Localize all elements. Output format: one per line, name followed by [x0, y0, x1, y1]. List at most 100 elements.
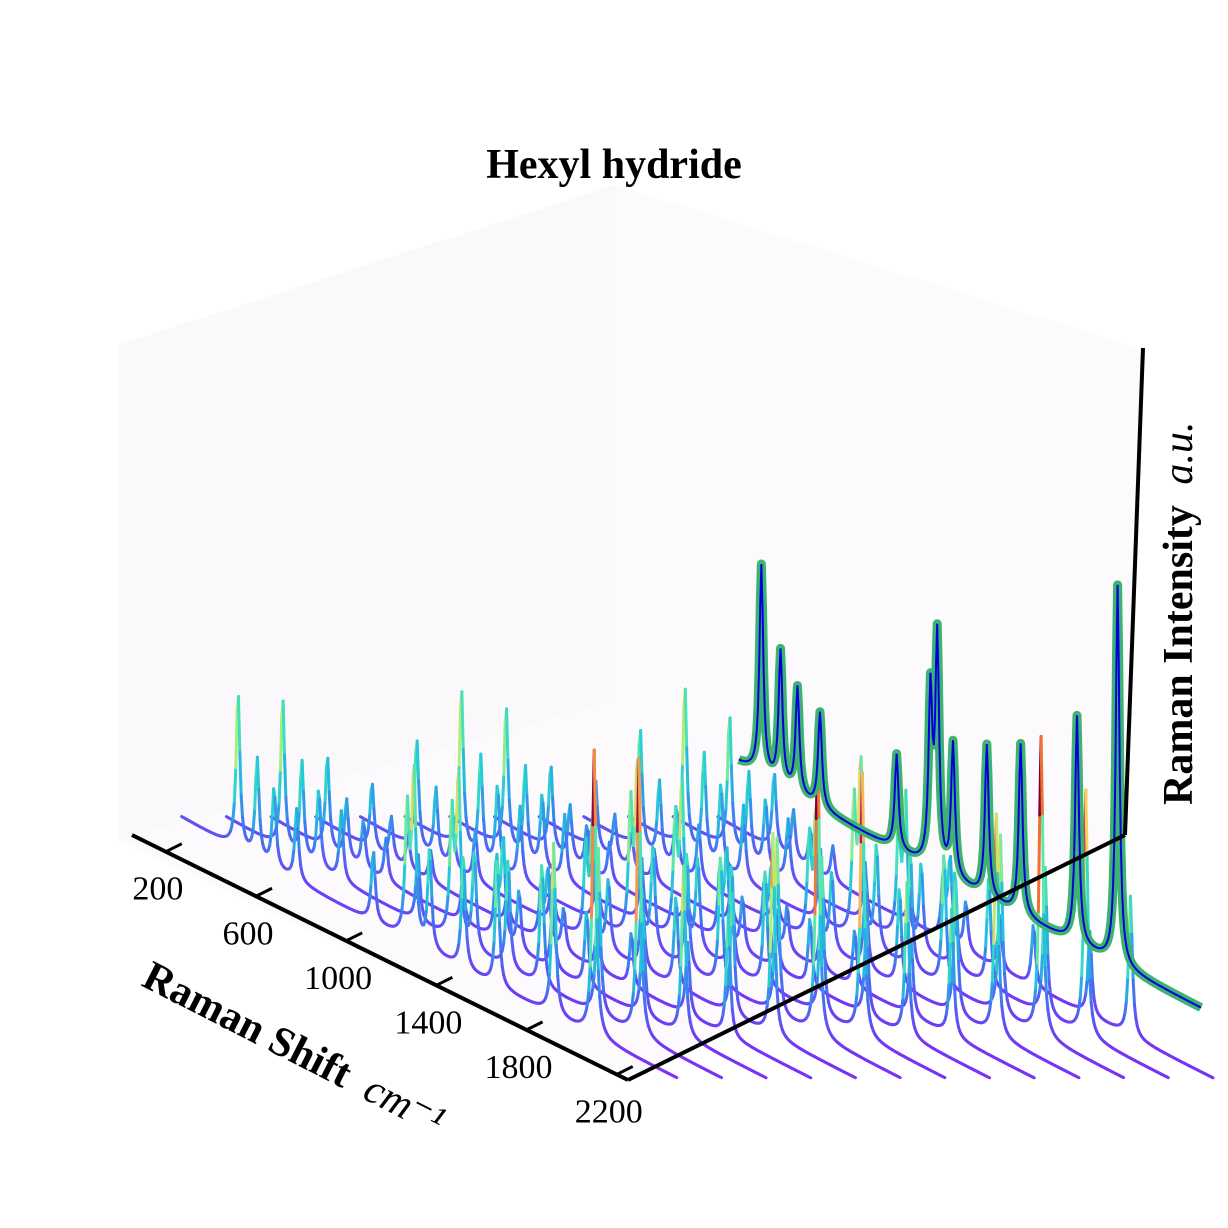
spectrum-segment [587, 860, 592, 878]
spectrum-segment [894, 829, 900, 876]
spectrum-segment [297, 776, 303, 813]
spectrum-segment [1032, 931, 1038, 958]
spectrum-segment [902, 920, 908, 974]
spectrum-segment [654, 818, 659, 836]
spectrum-segment [660, 827, 666, 844]
spectrum-segment [900, 996, 905, 1012]
spectrum-segment [810, 962, 816, 991]
spectrum-segment [415, 876, 420, 904]
spectrum-segment [369, 857, 374, 886]
spectrum-segment [906, 922, 912, 976]
spectrum-segment [506, 859, 511, 875]
spectrum-segment [878, 918, 883, 935]
spectrum-segment [564, 928, 569, 942]
spectrum-segment [479, 752, 484, 790]
spectrum-segment [905, 981, 910, 997]
spectrum-segment [492, 904, 497, 943]
spectrum-segment [691, 910, 697, 925]
spectrum-segment [499, 803, 505, 822]
spectrum-segment [462, 868, 468, 914]
spectrum-segment [461, 902, 466, 918]
spectrum-segment [728, 945, 733, 990]
spectrum-segment [1131, 978, 1137, 1007]
spectrum-segment [687, 908, 693, 939]
spectrum-segment [335, 848, 341, 863]
spectrum-segment [642, 996, 648, 1014]
spectrum-segment [507, 871, 512, 916]
spectrum-segment [946, 860, 951, 889]
spectrum-segment [1046, 954, 1051, 984]
spectrum-segment [877, 894, 882, 922]
spectrum-segment [524, 763, 529, 797]
spectrum-segment [458, 895, 464, 930]
spectrum-segment [454, 780, 460, 835]
spectrum-segment [559, 849, 564, 864]
spectrum-segment [614, 827, 620, 845]
spectrum-segment [641, 971, 646, 1000]
spectrum-segment [723, 806, 728, 824]
spectrum-segment [387, 822, 392, 839]
spectrum-6 [448, 707, 947, 1080]
spectrum-segment [613, 812, 618, 831]
spectrum-segment [597, 824, 602, 838]
spectrum-segment [847, 889, 852, 909]
spectrum-segment [1123, 999, 1128, 1015]
spectrum-segment [410, 775, 415, 831]
spectrum-segment [910, 958, 916, 987]
spectrum-segment [269, 814, 274, 838]
spectrum-segment [476, 771, 481, 810]
spectrum-segment [774, 952, 779, 992]
spectrum-segment [892, 898, 897, 914]
spectrum-segment [1043, 965, 1048, 996]
spectrum-segment [989, 979, 994, 1002]
spectrum-segment [412, 883, 418, 902]
spectrum-segment [946, 981, 951, 1006]
spectrum-segment [675, 906, 680, 944]
spectrum-segment [988, 998, 993, 1012]
spectrum-segment [563, 812, 568, 835]
spectrum-segment [804, 878, 809, 905]
spectrum-segment [739, 822, 744, 849]
spectrum-segment [473, 862, 479, 902]
spectrum-segment [871, 878, 877, 909]
spectrum-segment [274, 826, 280, 848]
spectrum-segment [783, 832, 789, 855]
spectrum-segment [820, 966, 825, 997]
spectrum-segment [632, 966, 637, 994]
spectrum-segment [284, 795, 289, 820]
spectrum-segment [598, 891, 603, 950]
spectrum-segment [599, 946, 604, 979]
reference-spectrum [735, 559, 1205, 1012]
spectrum-segment [676, 836, 682, 858]
spectrum-segment [268, 834, 273, 848]
spectrum-segment [469, 884, 475, 912]
depth-axis-line [627, 833, 1126, 1082]
spectrum-segment [542, 923, 548, 955]
spectrum-segment [253, 773, 258, 811]
spectrum-segment [779, 973, 784, 993]
spectrum-segment [655, 792, 660, 822]
spectrum-segment [1120, 1075, 1126, 1080]
spectrum-segment [773, 772, 778, 804]
spectrum-segment [807, 1075, 813, 1080]
x-axis-title: Raman Shift cm⁻¹ [135, 953, 452, 1145]
spectrum-segment [950, 907, 955, 945]
spectrum-segment [750, 824, 755, 842]
spectrum-segment [685, 746, 690, 795]
spectrum-segment [765, 806, 770, 836]
spectrum-segment [1004, 988, 1009, 1002]
spectrum-segment [554, 944, 560, 978]
spectrum-segment [729, 865, 734, 880]
spectrum-segment [1001, 940, 1007, 976]
spectrum-segment [600, 975, 606, 995]
spectrum-segment [314, 815, 319, 839]
spectrum-segment [867, 977, 873, 997]
spectrum-segment [418, 878, 423, 901]
spectrum-segment [732, 820, 737, 834]
spectrum-segment [629, 789, 634, 830]
spectrum-segment [609, 913, 614, 933]
spectrum-segment [694, 837, 699, 858]
spectrum-segment [726, 913, 732, 949]
x-tick-mark-2 [345, 931, 363, 943]
spectrum-segment [859, 935, 864, 950]
